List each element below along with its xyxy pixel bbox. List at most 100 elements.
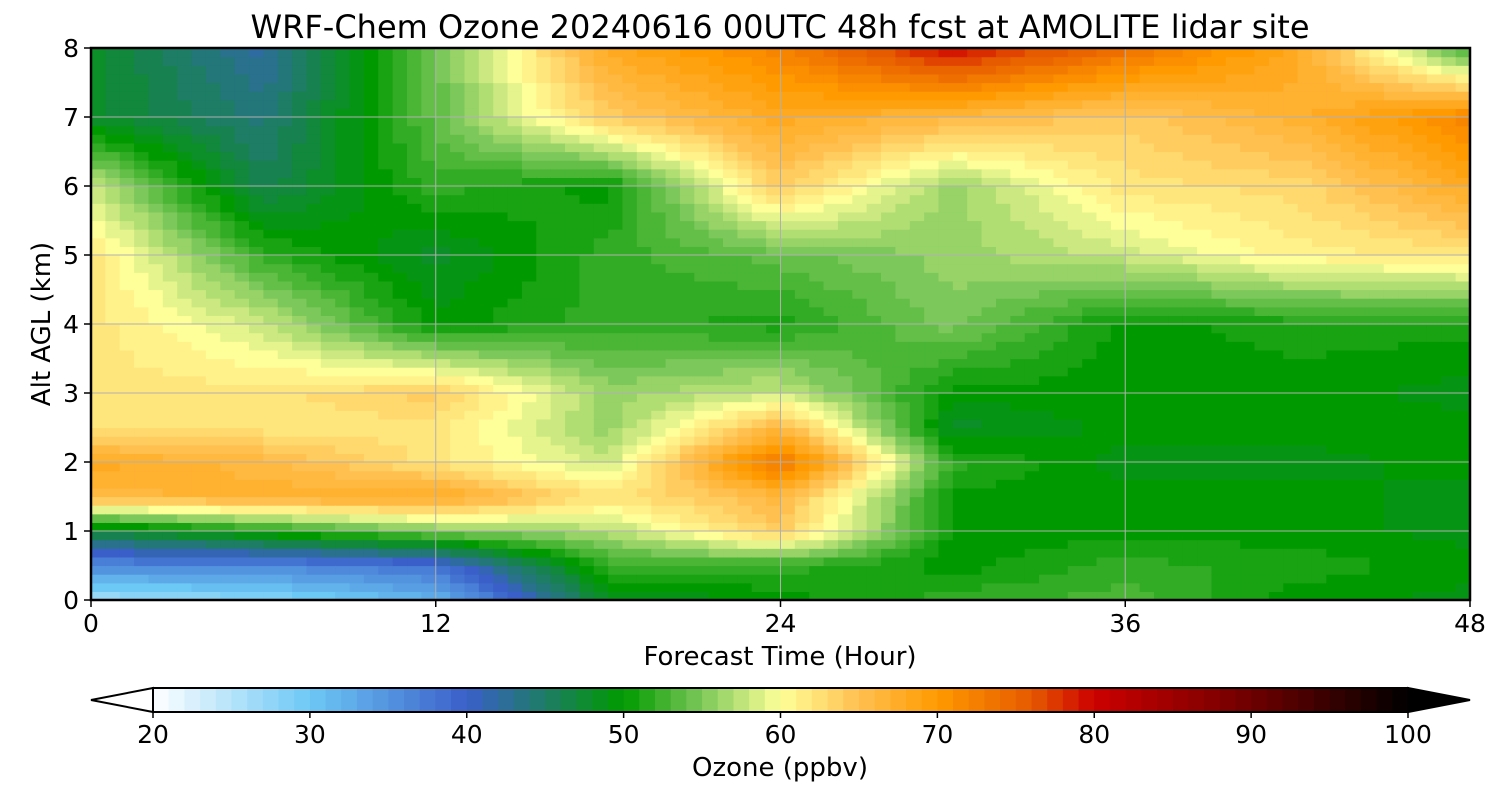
- ozone-cell: [478, 358, 494, 368]
- ozone-cell: [378, 548, 394, 558]
- ozone-cell: [1125, 211, 1141, 222]
- ozone-cell: [723, 505, 738, 515]
- ozone-cell: [1139, 332, 1155, 342]
- ozone-cell: [565, 151, 580, 161]
- ozone-cell: [1082, 203, 1098, 213]
- ozone-cell: [148, 358, 164, 368]
- ozone-cell: [407, 358, 422, 368]
- ozone-cell: [809, 237, 825, 247]
- ozone-cell: [177, 513, 193, 523]
- ozone-cell: [550, 556, 566, 567]
- ozone-cell: [320, 453, 336, 463]
- ozone-cell: [277, 453, 293, 463]
- ozone-cell: [665, 496, 681, 506]
- ozone-cell: [1024, 134, 1040, 144]
- ozone-cell: [105, 151, 121, 161]
- ozone-cell: [909, 574, 925, 584]
- ozone-cell: [636, 367, 652, 377]
- ozone-cell: [162, 298, 178, 308]
- ozone-cell: [292, 134, 308, 144]
- ozone-cell: [421, 99, 437, 109]
- ozone-cell: [277, 306, 293, 316]
- ozone-cell: [636, 194, 652, 204]
- ozone-cell: [407, 65, 422, 75]
- ozone-cell: [263, 436, 279, 446]
- ozone-cell: [335, 591, 351, 600]
- ozone-cell: [134, 479, 150, 489]
- ozone-cell: [967, 56, 983, 66]
- ozone-cell: [521, 358, 537, 368]
- ozone-cell: [766, 565, 782, 575]
- ozone-cell: [1024, 142, 1040, 153]
- ozone-cell: [292, 272, 308, 282]
- ozone-cell: [766, 108, 782, 118]
- ozone-cell: [249, 453, 264, 463]
- ozone-cell: [780, 470, 796, 480]
- ozone-cell: [737, 263, 753, 273]
- ozone-cell: [91, 444, 106, 454]
- ozone-cell: [1110, 505, 1126, 515]
- ozone-cell: [794, 82, 810, 92]
- ozone-cell: [1139, 108, 1155, 118]
- ozone-cell: [766, 117, 782, 127]
- ozone-cell: [708, 556, 724, 567]
- ozone-cell: [335, 401, 351, 411]
- ozone-cell: [464, 444, 480, 454]
- ozone-cell: [794, 99, 810, 109]
- ozone-cell: [809, 99, 825, 109]
- ozone-cell: [550, 341, 566, 351]
- ozone-cell: [1139, 186, 1155, 196]
- ozone-cell: [249, 332, 264, 342]
- ozone-cell: [1024, 341, 1040, 351]
- ozone-cell: [91, 539, 106, 549]
- ozone-cell: [579, 220, 595, 230]
- ozone-cell: [866, 539, 882, 549]
- ozone-cell: [249, 513, 264, 523]
- ozone-cell: [924, 48, 940, 58]
- ozone-cell: [895, 453, 911, 463]
- ozone-cell: [823, 324, 839, 334]
- ozone-cell: [249, 591, 264, 600]
- ozone-cell: [435, 246, 451, 256]
- ozone-cell: [234, 384, 250, 394]
- ozone-cell: [134, 177, 150, 187]
- ozone-cell: [723, 565, 738, 575]
- ozone-cell: [967, 168, 983, 178]
- ozone-cell: [1139, 246, 1155, 256]
- ozone-cell: [306, 349, 322, 360]
- ozone-cell: [665, 108, 681, 118]
- ozone-cell: [550, 99, 566, 109]
- ozone-cell: [852, 56, 868, 66]
- ozone-cell: [809, 272, 825, 282]
- ozone-cell: [521, 574, 537, 584]
- ozone-cell: [105, 487, 121, 498]
- ozone-cell: [579, 513, 595, 523]
- ozone-cell: [306, 522, 322, 532]
- ozone-cell: [909, 246, 925, 256]
- ozone-cell: [967, 324, 983, 334]
- ozone-cell: [593, 436, 609, 446]
- ozone-cell: [1197, 591, 1213, 600]
- ozone-cell: [349, 151, 365, 161]
- ozone-cell: [766, 341, 782, 351]
- ozone-cell: [234, 142, 250, 153]
- ozone-cell: [1125, 108, 1141, 118]
- ozone-cell: [636, 177, 652, 187]
- ozone-cell: [665, 332, 681, 342]
- ozone-cell: [536, 117, 552, 127]
- ozone-cell: [536, 91, 552, 101]
- ozone-cell: [1182, 272, 1198, 282]
- ozone-cell: [766, 263, 782, 273]
- ozone-cell: [952, 470, 968, 480]
- ozone-cell: [938, 479, 954, 489]
- ozone-cell: [823, 427, 839, 437]
- ozone-cell: [1010, 436, 1026, 446]
- ozone-cell: [1110, 73, 1126, 84]
- ozone-cell: [378, 56, 394, 66]
- ozone-cell: [622, 125, 638, 135]
- ozone-cell: [794, 487, 810, 498]
- ozone-cell: [536, 237, 552, 247]
- ozone-cell: [636, 487, 652, 498]
- ozone-cell: [837, 556, 853, 567]
- ozone-cell: [866, 56, 882, 66]
